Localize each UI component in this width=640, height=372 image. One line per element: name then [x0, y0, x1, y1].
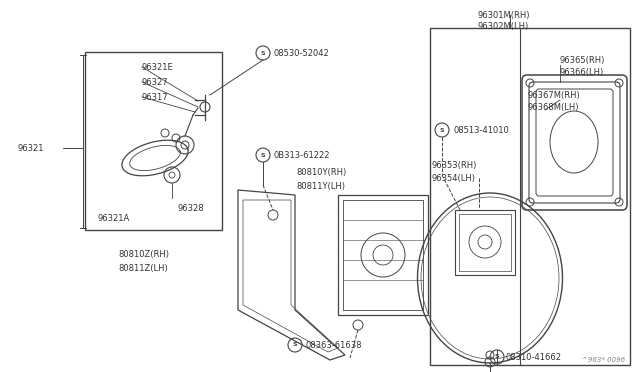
Text: 96321: 96321 [18, 144, 45, 153]
Text: 96365(RH): 96365(RH) [560, 55, 605, 64]
Bar [455, 210, 515, 275]
Text: 08530-52042: 08530-52042 [274, 48, 330, 58]
Text: 08310-41662: 08310-41662 [506, 353, 562, 362]
Text: 96327: 96327 [142, 77, 168, 87]
Text: 96317: 96317 [142, 93, 168, 102]
Text: S: S [495, 355, 499, 359]
Text: 96367M(RH): 96367M(RH) [528, 90, 580, 99]
Text: 08513-41010: 08513-41010 [453, 125, 509, 135]
Text: S: S [260, 51, 266, 55]
Bar [85, 52, 222, 230]
Text: 96353(RH): 96353(RH) [432, 160, 477, 170]
Text: 80811Z(LH): 80811Z(LH) [118, 263, 168, 273]
Text: S: S [440, 128, 444, 132]
Text: 08363-61638: 08363-61638 [306, 340, 362, 350]
Text: 80810Z(RH): 80810Z(RH) [118, 250, 169, 260]
Text: 96301M(RH): 96301M(RH) [478, 10, 531, 19]
Bar [343, 200, 423, 310]
Text: S: S [260, 153, 266, 157]
Text: 96328: 96328 [178, 203, 205, 212]
Text: 80811Y(LH): 80811Y(LH) [296, 182, 345, 190]
Bar [430, 28, 630, 365]
Text: 0B313-61222: 0B313-61222 [274, 151, 330, 160]
Bar [459, 214, 511, 271]
Text: 96368M(LH): 96368M(LH) [528, 103, 579, 112]
Text: 96321E: 96321E [142, 62, 173, 71]
Text: 96321A: 96321A [97, 214, 129, 222]
Text: S: S [292, 343, 298, 347]
Text: 80810Y(RH): 80810Y(RH) [296, 167, 346, 176]
Text: 96366(LH): 96366(LH) [560, 67, 604, 77]
Text: 96354(LH): 96354(LH) [432, 173, 476, 183]
Text: 96302M(LH): 96302M(LH) [478, 22, 529, 31]
Text: ^963* 0096: ^963* 0096 [582, 357, 625, 363]
Bar [338, 195, 428, 315]
